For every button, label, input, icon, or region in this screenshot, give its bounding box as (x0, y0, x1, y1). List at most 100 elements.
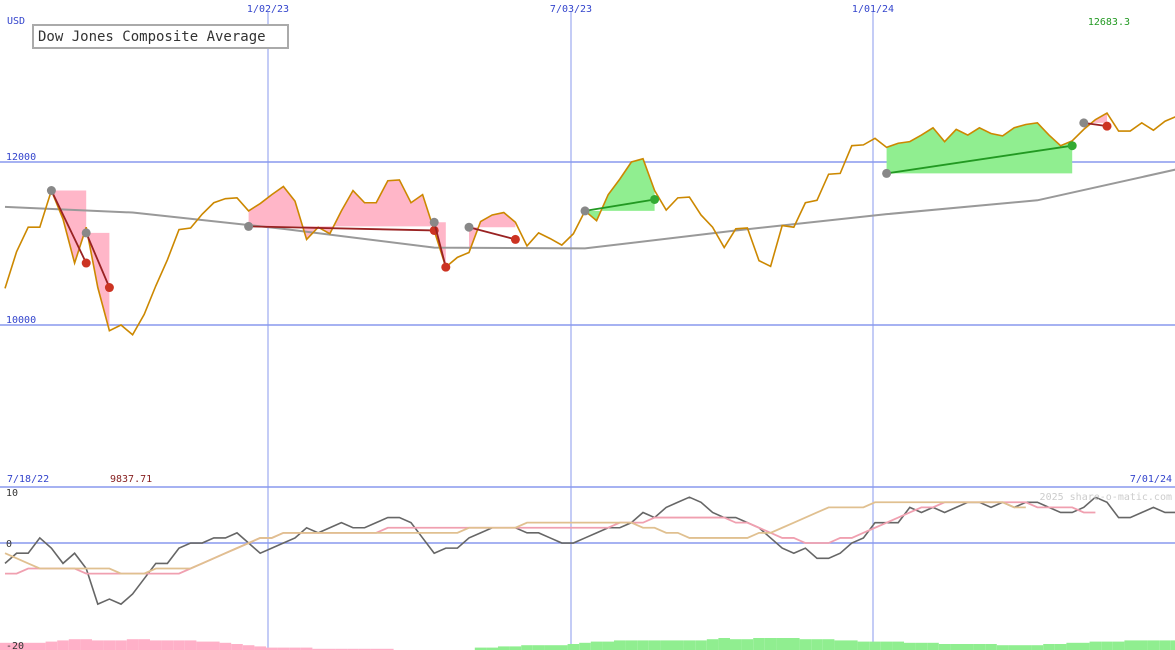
volume-bar (996, 645, 1009, 650)
trade-entry-marker (464, 222, 474, 232)
volume-bar (869, 641, 881, 650)
moving-average-layer (4, 168, 1175, 250)
loss-trade-line (433, 222, 447, 268)
volume-bar (1043, 644, 1055, 650)
volume-bar (1159, 640, 1171, 650)
oscillator-line-signal (5, 501, 1096, 575)
volume-bar (822, 639, 835, 650)
volume-bar (880, 641, 893, 650)
volume-bar (1020, 645, 1032, 650)
volume-bar (347, 648, 359, 650)
trade-entry-marker (882, 168, 892, 178)
volume-bar (950, 644, 962, 650)
volume-bar (1136, 640, 1148, 650)
volume-bar (474, 647, 487, 650)
volume-bar (556, 645, 568, 650)
volume-bar (219, 642, 232, 650)
volume-bar (289, 647, 301, 650)
volume-bar (544, 645, 556, 650)
axis-tick-labels: 1/02/23 7/03/23 1/01/24 12000 10000 10 0 -20 (6, 4, 894, 650)
moving-average-line (4, 168, 1175, 250)
volume-bar (776, 638, 788, 650)
trade-entry-marker (81, 228, 91, 238)
trade-exit-marker (1067, 141, 1077, 151)
volume-bar (1066, 642, 1078, 650)
volume-bar (277, 647, 290, 650)
volume-bar (799, 639, 812, 650)
volume-bar (730, 639, 742, 650)
x-tick-label: 7/03/23 (550, 4, 592, 15)
watermark: 2025 share-o-matic.com (1040, 492, 1172, 503)
volume-bar (138, 639, 150, 650)
oscillator-tick-label: -20 (6, 641, 24, 650)
trade-exit-marker (81, 258, 91, 268)
volume-bar (1112, 641, 1125, 650)
volume-bar (788, 638, 800, 650)
end-date-label: 7/01/24 (1130, 474, 1172, 485)
volume-bar (92, 640, 104, 650)
loss-trade-line (85, 232, 111, 288)
loss-trade-fill (86, 227, 110, 331)
volume-bar (1147, 640, 1160, 650)
x-tick-label: 1/02/23 (247, 4, 289, 15)
y-tick-label: 10000 (6, 315, 36, 326)
gain-trade-line (886, 144, 1073, 175)
volume-bar (985, 644, 997, 650)
gain-trade-fill (585, 158, 655, 221)
oscillator-volume-bars (0, 638, 1175, 650)
volume-bar (208, 641, 220, 650)
trade-entry-marker (244, 221, 254, 231)
volume-bar (498, 646, 510, 650)
volume-bar (637, 640, 649, 650)
volume-bar (672, 640, 684, 650)
y-tick-label: 12000 (6, 152, 36, 163)
volume-bar (892, 641, 904, 650)
volume-bar (927, 642, 939, 650)
gain-trade-fill (886, 122, 1073, 174)
currency-label: USD (7, 16, 25, 27)
start-date-label: 7/18/22 (7, 474, 49, 485)
trade-exit-marker (104, 283, 114, 293)
low-value-label: 9837.71 (110, 474, 152, 485)
volume-bar (962, 644, 974, 650)
volume-bar (254, 646, 266, 650)
last-value-label: 12683.3 (1088, 17, 1130, 28)
volume-bar (1054, 644, 1067, 650)
volume-bar (184, 640, 197, 650)
title-box (32, 24, 289, 49)
volume-bar (718, 638, 730, 650)
volume-bar (161, 640, 174, 650)
volume-bar (0, 642, 11, 650)
trade-lines-layer (46, 118, 1112, 293)
volume-bar (811, 639, 823, 650)
volume-bar (973, 644, 986, 650)
volume-bar (625, 640, 638, 650)
volume-bar (1031, 645, 1044, 650)
volume-bar (34, 642, 46, 650)
volume-bar (590, 641, 603, 650)
volume-bar (45, 641, 58, 650)
oscillator-tick-label: 10 (6, 488, 18, 499)
volume-bar (938, 644, 951, 650)
volume-bar (741, 639, 754, 650)
trade-exit-marker (1102, 121, 1112, 131)
volume-bar (1089, 641, 1102, 650)
volume-bar (173, 640, 185, 650)
volume-bar (915, 642, 928, 650)
volume-bar (753, 638, 765, 650)
volume-bar (1078, 642, 1090, 650)
volume-bar (857, 641, 870, 650)
volume-bar (370, 648, 382, 650)
volume-bar (602, 641, 614, 650)
loss-trade-line (50, 190, 88, 264)
volume-bar (57, 640, 69, 650)
volume-bar (904, 642, 916, 650)
volume-bar (567, 644, 580, 650)
volume-bar (532, 645, 545, 650)
volume-bar (683, 640, 696, 650)
oscillator-lines-layer (4, 496, 1175, 606)
gain-trade-line (584, 198, 655, 212)
volume-bar (648, 640, 661, 650)
trade-entry-marker (580, 206, 590, 216)
